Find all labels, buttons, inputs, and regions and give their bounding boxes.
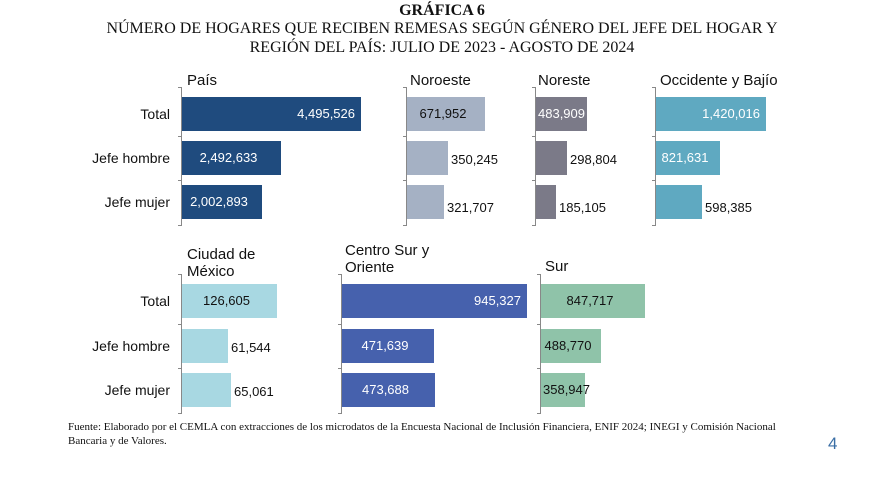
data-label: 821,631 [661,150,709,165]
axis-tick [532,136,536,137]
data-label: 671,952 [419,106,467,121]
bar [656,97,766,131]
bar [182,373,231,407]
axis-tick [652,180,656,181]
axis-tick [532,180,536,181]
bar [407,141,448,175]
axis-tick [178,368,182,369]
data-label: 358,947 [543,382,590,397]
axis-tick [178,225,182,226]
data-label: 321,707 [447,200,494,215]
bar [656,141,720,175]
bar [656,185,702,219]
axis-tick [652,87,656,88]
axis-tick [537,368,541,369]
category-axis [655,87,656,225]
axis-tick [652,225,656,226]
panel-title: Centro Sur y Oriente [345,242,430,276]
bar [182,97,361,131]
category-axis [535,87,536,225]
data-label: 185,105 [559,200,606,215]
data-label: 298,804 [570,152,617,167]
bar [342,373,435,407]
axis-tick [178,274,182,275]
axis-tick [537,274,541,275]
data-label: 65,061 [234,384,274,399]
axis-tick [178,136,182,137]
category-axis [540,274,541,413]
axis-tick [537,324,541,325]
category-label: Total [140,293,170,309]
data-label: 483,909 [538,106,585,121]
data-label: 2,492,633 [199,150,258,165]
axis-tick [178,180,182,181]
data-label: 488,770 [544,338,592,353]
data-label: 473,688 [362,382,409,397]
bar [541,373,585,407]
data-label: 4,495,526 [297,106,355,121]
axis-tick [652,136,656,137]
axis-tick [178,413,182,414]
category-axis [406,87,407,225]
axis-tick [178,324,182,325]
category-label: Jefe mujer [104,194,170,210]
axis-tick [338,413,342,414]
category-axis [341,274,342,413]
chart-title: NÚMERO DE HOGARES QUE RECIBEN REMESAS SE… [0,19,884,57]
data-label: 847,717 [566,293,614,308]
panel-title: Sur [545,258,569,275]
category-label: Total [140,106,170,122]
bar [182,329,228,363]
bar [541,284,645,318]
data-label: 945,327 [474,293,521,308]
category-axis [181,87,182,225]
panel-title: Noroeste [410,72,471,89]
axis-tick [403,225,407,226]
axis-tick [532,225,536,226]
bar [342,284,527,318]
bar [407,185,444,219]
page-number: 4 [828,434,838,453]
bar [536,185,556,219]
axis-tick [532,87,536,88]
bar [407,97,485,131]
data-label: 1,420,016 [702,106,760,121]
data-label: 126,605 [203,293,250,308]
axis-tick [403,136,407,137]
category-axis [181,274,182,413]
panel-title: País [187,72,218,89]
axis-tick [338,274,342,275]
axis-tick [338,324,342,325]
panel-title: Occidente y Bajío [660,72,778,89]
data-label: 61,544 [231,340,271,355]
bar [182,185,262,219]
source-note: Fuente: Elaborado por el CEMLA con extra… [68,421,776,447]
data-label: 598,385 [705,200,752,215]
category-label: Jefe mujer [104,382,170,398]
axis-tick [537,413,541,414]
axis-tick [403,87,407,88]
data-label: 471,639 [361,338,409,353]
bar [342,329,434,363]
category-label: Jefe hombre [92,150,170,166]
bar [536,141,567,175]
chart-number: GRÁFICA 6 [399,2,485,19]
panel-title: Noreste [538,72,591,89]
bar [182,284,277,318]
axis-tick [178,87,182,88]
bar [541,329,601,363]
data-label: 2,002,893 [190,194,248,209]
bar [182,141,281,175]
bar [536,97,587,131]
axis-tick [338,368,342,369]
category-label: Jefe hombre [92,338,170,354]
data-label: 350,245 [451,152,498,167]
panel-title: Ciudad de México [187,246,256,280]
axis-tick [403,180,407,181]
chart-title-text: NÚMERO DE HOGARES QUE RECIBEN REMESAS SE… [106,20,778,56]
